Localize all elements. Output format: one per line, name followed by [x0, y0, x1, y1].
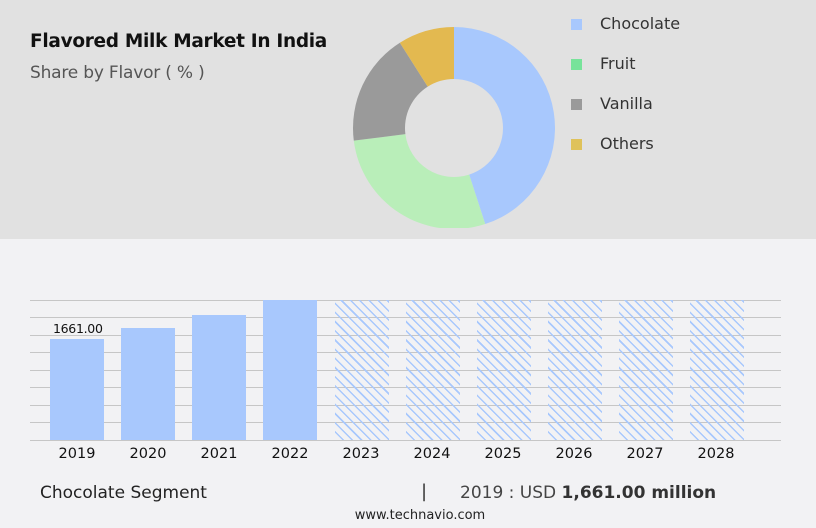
legend-swatch-icon — [571, 59, 582, 70]
gridline — [30, 317, 781, 318]
donut-slice-fruit — [353, 134, 486, 228]
legend-swatch-icon — [571, 99, 582, 110]
legend-swatch-icon — [571, 139, 582, 150]
bar-2027 — [619, 300, 673, 440]
legend-label: Chocolate — [600, 14, 681, 33]
x-axis-label: 2021 — [200, 446, 238, 462]
x-axis-label: 2025 — [484, 446, 522, 462]
bar-2021 — [192, 315, 246, 440]
gridline — [30, 405, 781, 406]
x-axis-label: 2023 — [342, 446, 380, 462]
segment-value-bold: 1,661.00 million — [561, 483, 717, 503]
x-axis-label: 2020 — [129, 446, 167, 462]
bar-chart: 2019 1661.00 2020 2021 2022 2023 2024 2025 2026 2… — [0, 239, 816, 469]
gridline — [30, 387, 781, 388]
gridline — [30, 370, 781, 371]
bar-2020 — [121, 328, 175, 440]
legend-item-fruit: Fruit — [569, 54, 789, 74]
x-axis-label: 2022 — [271, 446, 309, 462]
donut-slice-vanilla — [353, 42, 428, 141]
source-url: www.technavio.com — [354, 508, 486, 523]
x-axis-label: 2019 — [58, 446, 96, 462]
chart-subtitle: Share by Flavor ( % ) — [30, 63, 205, 83]
gridline — [30, 335, 781, 336]
donut-slice-others — [399, 27, 454, 87]
bar-2024 — [406, 300, 460, 440]
segment-label: Chocolate Segment — [40, 483, 207, 503]
bar-2023 — [335, 300, 389, 440]
legend-swatch-icon — [571, 19, 582, 30]
legend-label: Vanilla — [600, 94, 653, 113]
x-axis-label: 2027 — [626, 446, 664, 462]
segment-year-prefix: 2019 : USD — [460, 483, 562, 503]
bar-2019 — [50, 339, 104, 440]
legend-item-chocolate: Chocolate — [569, 14, 789, 34]
segment-value: 2019 : USD 1,661.00 million — [460, 483, 716, 503]
footer-separator: | — [421, 481, 428, 502]
x-axis-label: 2028 — [697, 446, 735, 462]
donut-slice-chocolate — [454, 27, 555, 225]
gridline — [30, 352, 781, 353]
legend-item-others: Others — [569, 134, 789, 154]
chart-title: Flavored Milk Market In India — [30, 31, 327, 52]
x-axis-label: 2024 — [413, 446, 451, 462]
legend-item-vanilla: Vanilla — [569, 94, 789, 114]
bar-2025 — [477, 300, 531, 440]
x-axis-label: 2026 — [555, 446, 593, 462]
gridline — [30, 440, 781, 441]
donut-chart — [353, 27, 555, 228]
gridline — [30, 300, 781, 301]
bar-2022 — [263, 300, 317, 440]
bar-value-label: 1661.00 — [53, 321, 103, 336]
gridline — [30, 422, 781, 423]
bar-2026 — [548, 300, 602, 440]
legend-label: Others — [600, 134, 654, 153]
legend-label: Fruit — [600, 54, 636, 73]
bar-2028 — [690, 300, 744, 440]
